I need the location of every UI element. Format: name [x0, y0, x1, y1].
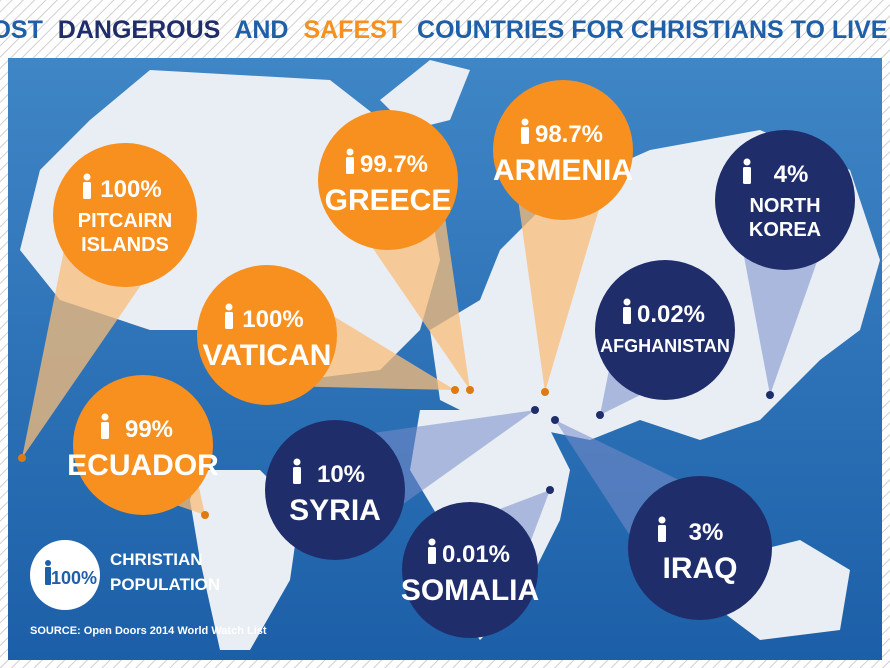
- country-name: SOMALIA: [401, 574, 539, 607]
- person-icon-head: [623, 298, 631, 306]
- bubble-circle: [318, 110, 458, 250]
- person-icon-body: [623, 307, 631, 324]
- percent: 3%: [689, 519, 724, 546]
- percent: 99%: [125, 416, 173, 443]
- percent: 10%: [317, 461, 365, 488]
- country-name: GREECE: [325, 184, 452, 217]
- country-name: NORTH: [749, 195, 820, 217]
- country-name: IRAQ: [663, 552, 738, 585]
- country-name: VATICAN: [203, 339, 332, 372]
- bubble: 100% VATICAN: [197, 265, 337, 405]
- country-name: SYRIA: [289, 494, 381, 527]
- person-icon-body: [428, 547, 436, 564]
- bubble: 3% IRAQ: [628, 476, 772, 620]
- person-icon-body: [225, 312, 233, 329]
- bubble-circle: [715, 130, 855, 270]
- person-icon-head: [521, 118, 529, 126]
- legend-icon: [45, 560, 51, 585]
- person-icon-body: [658, 525, 666, 542]
- location-dot: [766, 391, 774, 399]
- source: SOURCE: Open Doors 2014 World Watch List: [30, 625, 267, 637]
- title-part: MOST: [0, 16, 43, 44]
- person-icon-body: [521, 127, 529, 144]
- person-icon-body: [346, 157, 354, 174]
- title-part: COUNTRIES FOR CHRISTIANS TO LIVE IN: [417, 16, 890, 44]
- person-icon-head: [225, 303, 233, 311]
- legend-circle: [30, 540, 100, 610]
- person-icon-body: [101, 422, 109, 439]
- bubble-circle: [628, 476, 772, 620]
- person-icon-head: [293, 458, 301, 466]
- person-icon-body: [83, 182, 91, 199]
- bubble: 0.01% SOMALIA: [401, 502, 539, 638]
- legend-percent: 100%: [51, 568, 97, 588]
- location-dot: [531, 406, 539, 414]
- location-dot: [551, 416, 559, 424]
- bubble-circle: [265, 420, 405, 560]
- bubble-circle: [493, 80, 633, 220]
- location-dot: [596, 411, 604, 419]
- location-dot: [201, 511, 209, 519]
- country-name: ARMENIA: [493, 154, 633, 187]
- location-dot: [546, 486, 554, 494]
- location-dot: [466, 386, 474, 394]
- legend-label: CHRISTIAN: [110, 550, 203, 569]
- person-icon-body: [743, 167, 751, 184]
- bubble-circle: [402, 502, 538, 638]
- person-icon-head: [83, 173, 91, 181]
- person-icon-head: [346, 148, 354, 156]
- location-dot: [451, 386, 459, 394]
- person-icon-head: [658, 516, 666, 524]
- country-name: KOREA: [749, 219, 821, 241]
- percent: 4%: [774, 161, 809, 188]
- percent: 99.7%: [360, 151, 428, 178]
- percent: 0.01%: [442, 541, 510, 568]
- country-name: ISLANDS: [81, 234, 169, 256]
- bubble: 0.02% AFGHANISTAN: [595, 260, 735, 400]
- person-icon-head: [743, 158, 751, 166]
- person-icon-body: [293, 467, 301, 484]
- bubble-circle: [73, 375, 213, 515]
- bubble: 99.7% GREECE: [318, 110, 458, 250]
- legend-label: POPULATION: [110, 575, 220, 594]
- person-icon-head: [428, 538, 436, 546]
- location-dot: [18, 454, 26, 462]
- country-name: PITCAIRN: [78, 210, 172, 232]
- title-part: SAFEST: [303, 16, 402, 44]
- bubble-circle: [595, 260, 735, 400]
- title: MOST DANGEROUS AND SAFEST COUNTRIES FOR …: [0, 16, 890, 44]
- bubble: 99% ECUADOR: [67, 375, 219, 515]
- title-part: AND: [234, 16, 288, 44]
- bubble-circle: [197, 265, 337, 405]
- bubble: 98.7% ARMENIA: [493, 80, 633, 220]
- person-icon-head: [101, 413, 109, 421]
- percent: 0.02%: [637, 301, 705, 328]
- percent: 100%: [242, 306, 303, 333]
- bubble: 10% SYRIA: [265, 420, 405, 560]
- location-dot: [541, 388, 549, 396]
- title-part: DANGEROUS: [58, 16, 221, 44]
- country-name: AFGHANISTAN: [600, 336, 730, 356]
- percent: 98.7%: [535, 121, 603, 148]
- percent: 100%: [100, 176, 161, 203]
- country-name: ECUADOR: [67, 449, 219, 482]
